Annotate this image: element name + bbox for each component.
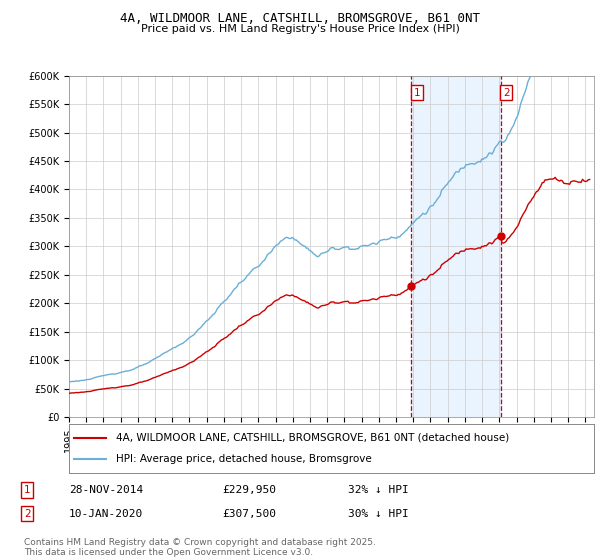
- Text: Price paid vs. HM Land Registry's House Price Index (HPI): Price paid vs. HM Land Registry's House …: [140, 24, 460, 34]
- Text: 10-JAN-2020: 10-JAN-2020: [69, 508, 143, 519]
- Text: 4A, WILDMOOR LANE, CATSHILL, BROMSGROVE, B61 0NT: 4A, WILDMOOR LANE, CATSHILL, BROMSGROVE,…: [120, 12, 480, 25]
- Text: 30% ↓ HPI: 30% ↓ HPI: [348, 508, 409, 519]
- Text: £307,500: £307,500: [222, 508, 276, 519]
- Text: 2: 2: [24, 508, 31, 519]
- Text: 32% ↓ HPI: 32% ↓ HPI: [348, 485, 409, 495]
- Text: HPI: Average price, detached house, Bromsgrove: HPI: Average price, detached house, Brom…: [116, 454, 372, 464]
- Text: 28-NOV-2014: 28-NOV-2014: [69, 485, 143, 495]
- Text: 2: 2: [503, 88, 510, 97]
- Bar: [412, 76, 500, 417]
- Text: 1: 1: [24, 485, 31, 495]
- Text: Contains HM Land Registry data © Crown copyright and database right 2025.
This d: Contains HM Land Registry data © Crown c…: [24, 538, 376, 557]
- Text: 4A, WILDMOOR LANE, CATSHILL, BROMSGROVE, B61 0NT (detached house): 4A, WILDMOOR LANE, CATSHILL, BROMSGROVE,…: [116, 433, 509, 443]
- Text: £229,950: £229,950: [222, 485, 276, 495]
- Text: 1: 1: [414, 88, 421, 97]
